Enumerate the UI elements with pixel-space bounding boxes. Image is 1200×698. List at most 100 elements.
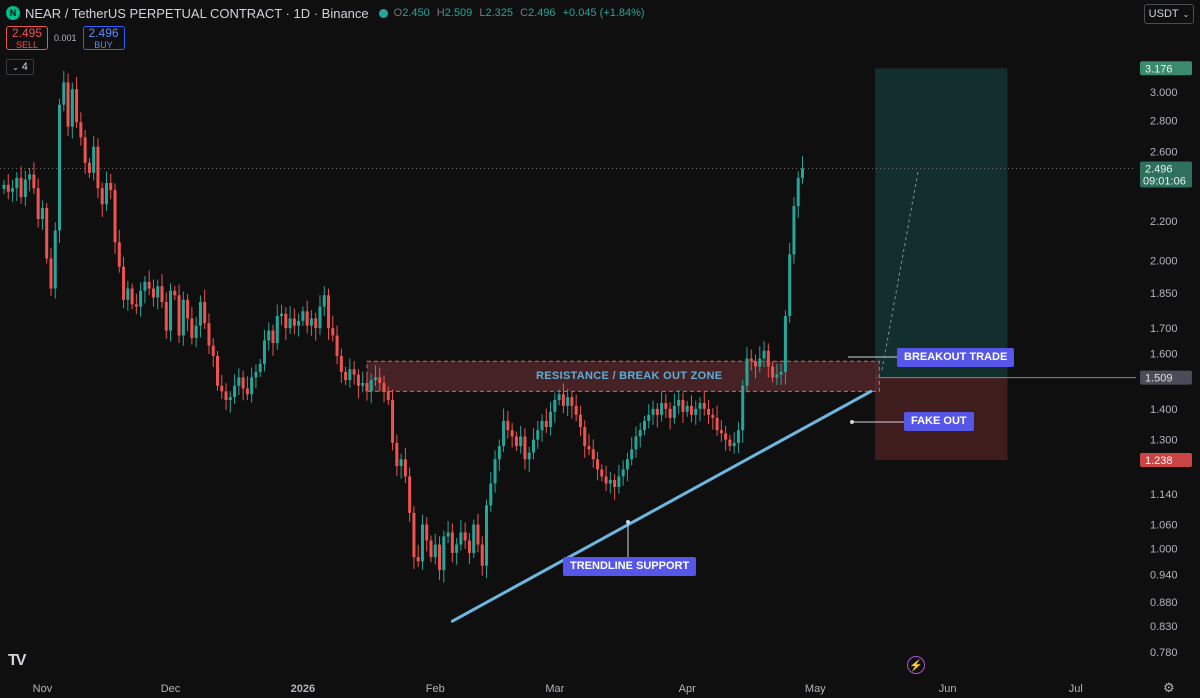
candle-body <box>689 405 693 415</box>
price-tick-label: 0.830 <box>1150 621 1178 633</box>
candle-body <box>600 469 604 477</box>
candle-body <box>75 89 79 123</box>
price-tick-label: 1.700 <box>1150 323 1178 335</box>
candle-body <box>536 430 540 440</box>
candle-body <box>613 479 617 488</box>
candle-body <box>130 288 134 305</box>
candle-body <box>591 449 595 460</box>
candle-body <box>220 385 224 392</box>
candle-body <box>190 318 194 339</box>
lightning-icon[interactable]: ⚡ <box>907 656 925 674</box>
candle-body <box>472 524 476 553</box>
candle-body <box>267 330 271 341</box>
candle-body <box>420 524 424 562</box>
candle-body <box>45 207 49 259</box>
candle-body <box>732 442 736 447</box>
symbol-title[interactable]: NEAR / TetherUS PERPETUAL CONTRACT · 1D … <box>25 5 369 21</box>
candle-body <box>62 82 66 105</box>
change-value: +0.045 (+1.84%) <box>562 7 645 19</box>
candle-body <box>104 183 108 205</box>
candle-body <box>455 544 459 553</box>
candle-body <box>254 371 258 378</box>
candle-body <box>19 177 23 198</box>
candle-body <box>771 366 775 378</box>
candle-body <box>707 408 711 415</box>
candle-body <box>79 122 83 138</box>
candle-body <box>275 316 279 344</box>
time-tick-label: Dec <box>161 683 181 695</box>
candle-body <box>258 363 262 372</box>
candle-body <box>480 544 484 566</box>
candle-body <box>109 183 113 190</box>
target-price-tag: 3.176 <box>1145 63 1173 75</box>
candle-body <box>318 306 322 329</box>
candle-body <box>745 358 749 386</box>
candle-body <box>630 449 634 460</box>
candle-body <box>681 400 685 412</box>
candle-body <box>783 316 787 372</box>
candle-body <box>429 540 433 558</box>
candle-body <box>625 459 629 470</box>
candle-body <box>796 177 800 207</box>
candle-body <box>736 430 740 443</box>
settings-gear-icon[interactable]: ⚙ <box>1163 680 1175 695</box>
candle-body <box>322 295 326 307</box>
candle-body <box>36 188 40 220</box>
candle-body <box>2 184 6 189</box>
candle-body <box>160 286 164 303</box>
breakout-trade-label[interactable]: BREAKOUT TRADE <box>897 348 1015 367</box>
trendline-support-label[interactable]: TRENDLINE SUPPORT <box>563 557 697 576</box>
candle-body <box>203 302 207 324</box>
candle-body <box>655 408 659 415</box>
candle-body <box>557 394 561 401</box>
price-tick-label: 0.780 <box>1150 647 1178 659</box>
candle-body <box>425 524 429 541</box>
candle-body <box>216 355 219 386</box>
trade-panel: 2.495 SELL 0.001 2.496 BUY <box>6 26 125 50</box>
candle-body <box>233 385 237 398</box>
trend-lines <box>450 171 919 623</box>
time-tick-label: 2026 <box>291 683 315 695</box>
candle-body <box>288 318 292 329</box>
entry-price-tag-bg <box>1140 370 1192 385</box>
candle-body <box>749 358 753 362</box>
sell-button[interactable]: 2.495 SELL <box>6 26 48 50</box>
candle-body <box>284 313 288 329</box>
price-tick-label: 2.000 <box>1150 256 1178 268</box>
candle-body <box>485 505 489 566</box>
candle-body <box>309 318 313 326</box>
chevron-down-icon: ⌄ <box>1182 9 1190 19</box>
buy-button[interactable]: 2.496 BUY <box>82 26 125 50</box>
candle-body <box>292 318 296 326</box>
trendline-label-anchor <box>626 520 630 524</box>
candle-body <box>792 206 796 255</box>
candle-body <box>53 230 57 289</box>
candle-body <box>647 414 651 421</box>
currency-selector[interactable]: USDT ⌄ <box>1144 4 1194 24</box>
candle-body <box>49 258 53 289</box>
candle-body <box>467 540 471 553</box>
candle-body <box>566 397 570 406</box>
price-tick-label: 2.800 <box>1150 116 1178 128</box>
candle-body <box>361 382 365 386</box>
price-tick-label: 1.000 <box>1150 544 1178 556</box>
tradingview-logo[interactable]: TV <box>8 652 27 669</box>
fake-out-label[interactable]: FAKE OUT <box>904 412 974 431</box>
candle-body <box>327 295 331 329</box>
candle-body <box>634 436 638 450</box>
time-tick-label: Feb <box>426 683 445 695</box>
current-price-tag-bg <box>1140 161 1192 188</box>
candle-body <box>574 405 578 415</box>
candle-body <box>237 377 241 386</box>
price-tick-label: 2.600 <box>1150 146 1178 158</box>
candle-body <box>352 369 356 375</box>
chart-header: N NEAR / TetherUS PERPETUAL CONTRACT · 1… <box>6 4 649 22</box>
candle-body <box>493 459 497 484</box>
candle-body <box>113 189 117 243</box>
candle-body <box>207 323 211 346</box>
time-tick-label: May <box>805 683 826 695</box>
candle-body <box>297 320 301 326</box>
candle-body <box>11 188 15 192</box>
indicators-toggle[interactable]: ⌄ 4 <box>6 59 34 75</box>
